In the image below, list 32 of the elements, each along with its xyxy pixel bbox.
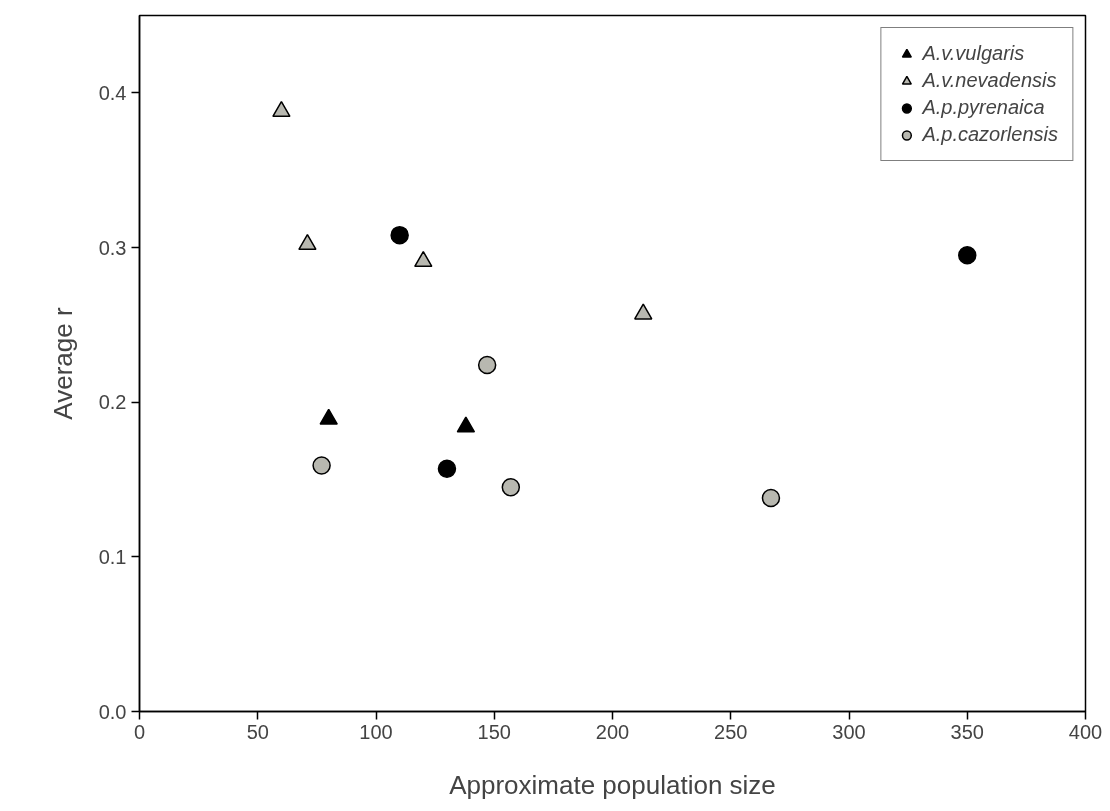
point (437, 459, 457, 478)
x-tick-label: 200 (595, 720, 630, 743)
point (501, 478, 521, 497)
x-tick-label: 100 (359, 720, 393, 743)
y-tick-label: 0.4 (98, 81, 127, 104)
point (761, 488, 781, 508)
y-axis-title: Average r (47, 307, 78, 420)
point (633, 303, 653, 320)
x-tick-label: 350 (950, 720, 984, 743)
x-axis-title: Approximate population size (449, 769, 776, 800)
x-tick-label: 250 (714, 720, 748, 743)
point (272, 100, 291, 118)
legend-label: A.p.pyrenaica (922, 96, 1045, 119)
y-tick-label: 0.3 (98, 236, 127, 259)
x-tick-label: 400 (1068, 720, 1103, 743)
legend-label: A.v.vulgaris (922, 42, 1025, 65)
point (298, 233, 317, 251)
y-tick-label: 0.2 (98, 391, 127, 414)
x-tick-label: 150 (477, 720, 511, 743)
y-tick-label: 0.0 (98, 700, 127, 723)
x-tick-label: 50 (246, 720, 269, 743)
point (456, 416, 476, 433)
point (477, 355, 497, 375)
legend-label: A.p.cazorlensis (922, 123, 1058, 146)
point (414, 250, 433, 268)
x-tick-label: 0 (133, 720, 146, 743)
point (958, 246, 977, 265)
y-tick-label: 0.1 (98, 545, 127, 568)
legend-label: A.v.nevadensis (922, 69, 1057, 92)
point (390, 225, 409, 245)
x-tick-label: 300 (832, 720, 866, 743)
point (312, 456, 331, 475)
